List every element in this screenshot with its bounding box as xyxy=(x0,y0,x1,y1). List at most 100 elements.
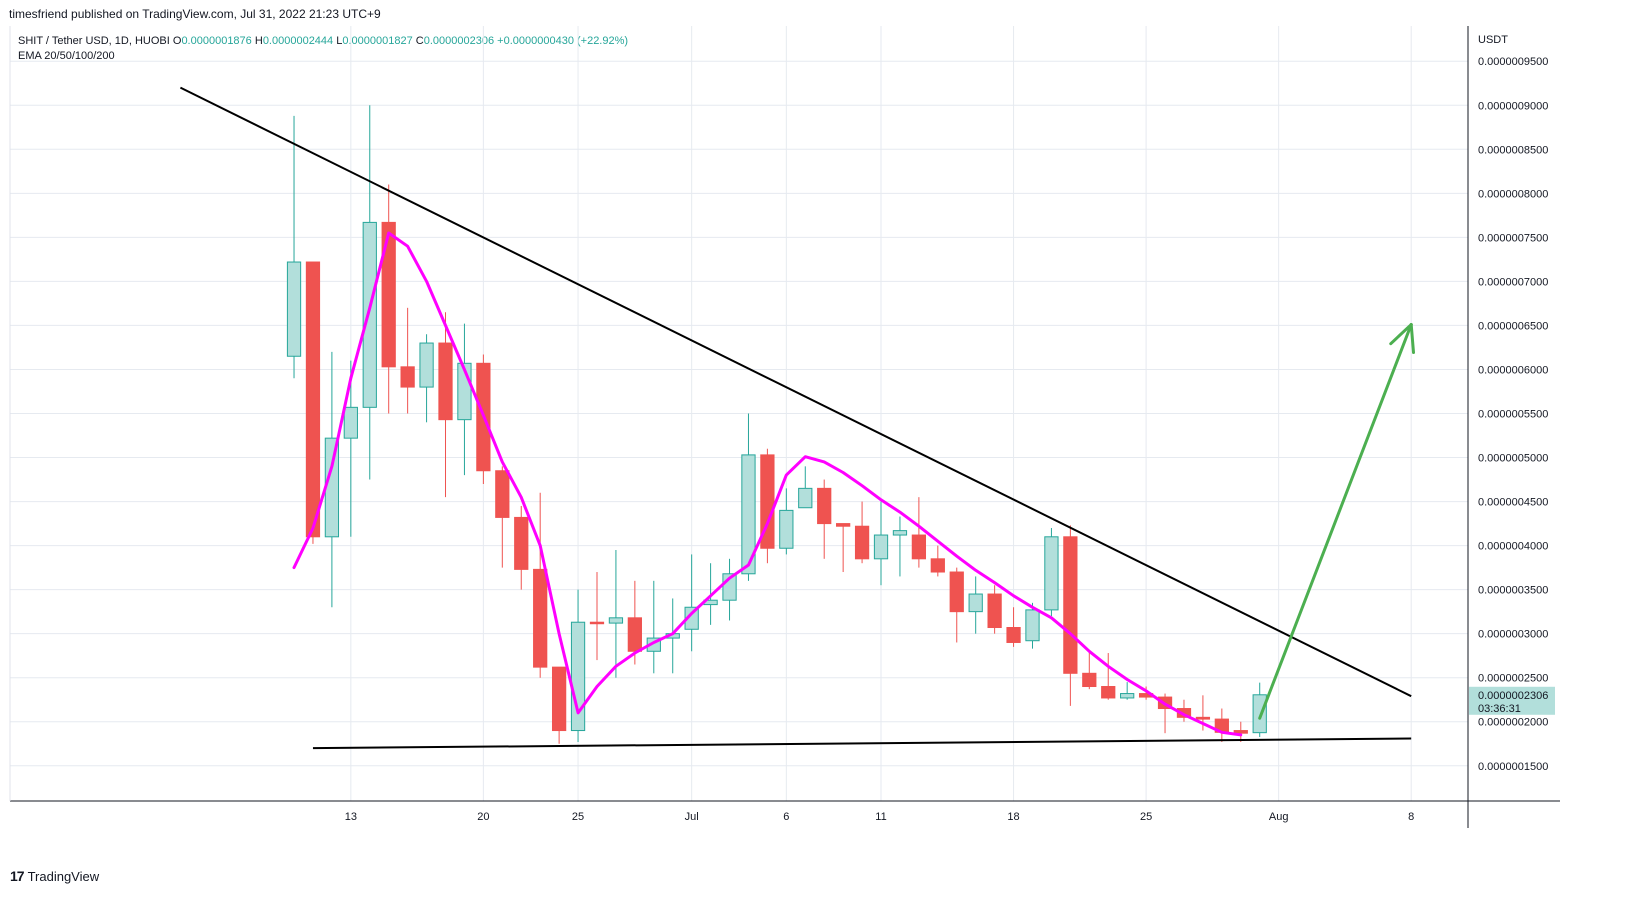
price-axis-label: 0.0000004000 xyxy=(1478,541,1548,553)
candle-body xyxy=(684,606,699,630)
legend-high-label: H xyxy=(254,35,263,47)
candle-body xyxy=(286,261,302,357)
bar-countdown-label: 03:36:31 xyxy=(1478,703,1521,715)
legend-indicator-row: EMA 20/50/100/200 xyxy=(18,49,628,64)
legend-open-value: 0.0000001876 xyxy=(181,35,252,47)
price-axis-unit: USDT xyxy=(1478,34,1508,46)
chart-frame xyxy=(9,26,1560,828)
candle-body xyxy=(1120,693,1135,699)
time-axis-label: 18 xyxy=(1007,811,1019,823)
legend-open-label: O xyxy=(172,35,182,47)
trendlines[interactable] xyxy=(179,86,1412,750)
price-axis-label: 0.0000004500 xyxy=(1478,497,1548,509)
candle-body xyxy=(930,558,945,573)
price-axis-label: 0.0000002500 xyxy=(1478,673,1548,685)
time-axis-label: 13 xyxy=(345,811,357,823)
ema-line-group xyxy=(292,231,1243,737)
legend-close-label: C xyxy=(415,35,424,47)
time-axis-label: 25 xyxy=(1140,811,1152,823)
candle-body xyxy=(514,516,529,570)
time-axis-label: 20 xyxy=(477,811,489,823)
price-axis-label: 0.0000001500 xyxy=(1478,761,1548,773)
time-axis-label: Jul xyxy=(685,811,699,823)
candle-body xyxy=(911,534,927,560)
tradingview-footer: 17 TradingView xyxy=(10,868,99,884)
ema-line xyxy=(292,231,1243,737)
candle-body xyxy=(873,534,889,560)
candle-body xyxy=(968,593,983,613)
candle-body xyxy=(836,523,851,527)
trendline-descending-resistance xyxy=(179,86,1412,698)
legend-change-value: +0.0000000430 (+22.92%) xyxy=(497,35,629,47)
projection-arrow-head xyxy=(1389,323,1413,346)
candle-body xyxy=(438,342,453,421)
projection-arrow-group[interactable] xyxy=(1258,323,1416,720)
candle-body xyxy=(1101,686,1116,699)
price-axis-label: 0.0000003500 xyxy=(1478,585,1548,597)
price-axis-label: 0.0000008000 xyxy=(1478,188,1548,200)
candle-body xyxy=(854,525,870,560)
current-price-tag xyxy=(1469,686,1555,715)
candle-body xyxy=(1063,536,1078,674)
tradingview-brand: TradingView xyxy=(27,868,100,884)
time-axis[interactable]: 13 20 25 Jul 6 11 18 25 Aug 8 xyxy=(345,811,1415,823)
trendline-horizontal-support xyxy=(312,737,1412,750)
candle-body xyxy=(589,621,605,625)
candle-body xyxy=(400,366,415,388)
candle-body xyxy=(1252,694,1267,734)
price-axis-label: 0.0000009000 xyxy=(1478,100,1548,112)
legend-symbol[interactable]: SHIT / Tether USD, 1D, HUOBI xyxy=(18,35,170,47)
legend-ohlc-row: SHIT / Tether USD, 1D, HUOBI O0.00000018… xyxy=(18,34,628,49)
candle-body xyxy=(419,342,434,388)
candle-body xyxy=(343,406,358,439)
candle-body xyxy=(1044,536,1059,611)
current-price-label: 0.0000002306 xyxy=(1478,690,1548,702)
price-axis-label: 0.0000002000 xyxy=(1478,717,1548,729)
publish-info: timesfriend published on TradingView.com… xyxy=(9,7,381,21)
candle-body xyxy=(1025,609,1040,642)
time-axis-label: 11 xyxy=(875,811,886,823)
candle-body xyxy=(305,261,321,538)
candle-body xyxy=(1195,716,1211,720)
candle-body xyxy=(1233,730,1248,734)
candle-body xyxy=(324,437,340,538)
candle-body xyxy=(741,454,756,575)
candle-body xyxy=(1006,627,1021,643)
candle-body xyxy=(627,617,642,652)
candle-body xyxy=(798,487,813,509)
time-axis-label: 25 xyxy=(572,811,584,823)
candle-body xyxy=(381,221,396,368)
price-axis-label: 0.0000005000 xyxy=(1478,453,1548,465)
candle-body xyxy=(551,666,567,732)
legend-high-value: 0.0000002444 xyxy=(262,35,334,47)
candle-body xyxy=(949,571,964,613)
candle-body xyxy=(779,509,794,549)
legend-indicator[interactable]: EMA 20/50/100/200 xyxy=(18,50,115,62)
time-axis-label: 8 xyxy=(1408,811,1414,823)
candle-body xyxy=(892,530,908,536)
price-axis-label: 0.0000006500 xyxy=(1478,320,1548,332)
price-axis-label: 0.0000006000 xyxy=(1478,364,1548,376)
chart-legend: SHIT / Tether USD, 1D, HUOBI O0.00000018… xyxy=(18,34,628,64)
price-axis-label: 0.0000009500 xyxy=(1478,56,1548,68)
price-axis-label: 0.0000008500 xyxy=(1478,144,1548,156)
candle-body xyxy=(1082,672,1097,688)
price-axis[interactable]: USDT 0.0000009500 0.0000009000 0.0000008500… xyxy=(1469,34,1555,773)
candle-body xyxy=(362,221,377,408)
price-axis-label: 0.0000005500 xyxy=(1478,409,1548,421)
time-axis-label: 6 xyxy=(783,811,789,823)
time-axis-label: Aug xyxy=(1269,811,1289,823)
candle-body xyxy=(495,470,510,518)
candle-body xyxy=(608,617,624,624)
price-axis-label: 0.0000007500 xyxy=(1478,232,1548,244)
projection-arrow-shaft xyxy=(1258,323,1413,720)
legend-low-value: 0.0000001827 xyxy=(342,35,413,47)
tradingview-logo-icon: 17 xyxy=(10,868,25,884)
candle-body xyxy=(1176,708,1192,718)
legend-low-label: L xyxy=(336,35,343,47)
publish-header: timesfriend published on TradingView.com… xyxy=(9,7,381,21)
candle-body xyxy=(533,568,548,668)
projection-arrow-head xyxy=(1409,323,1416,354)
candle-body xyxy=(817,487,832,525)
